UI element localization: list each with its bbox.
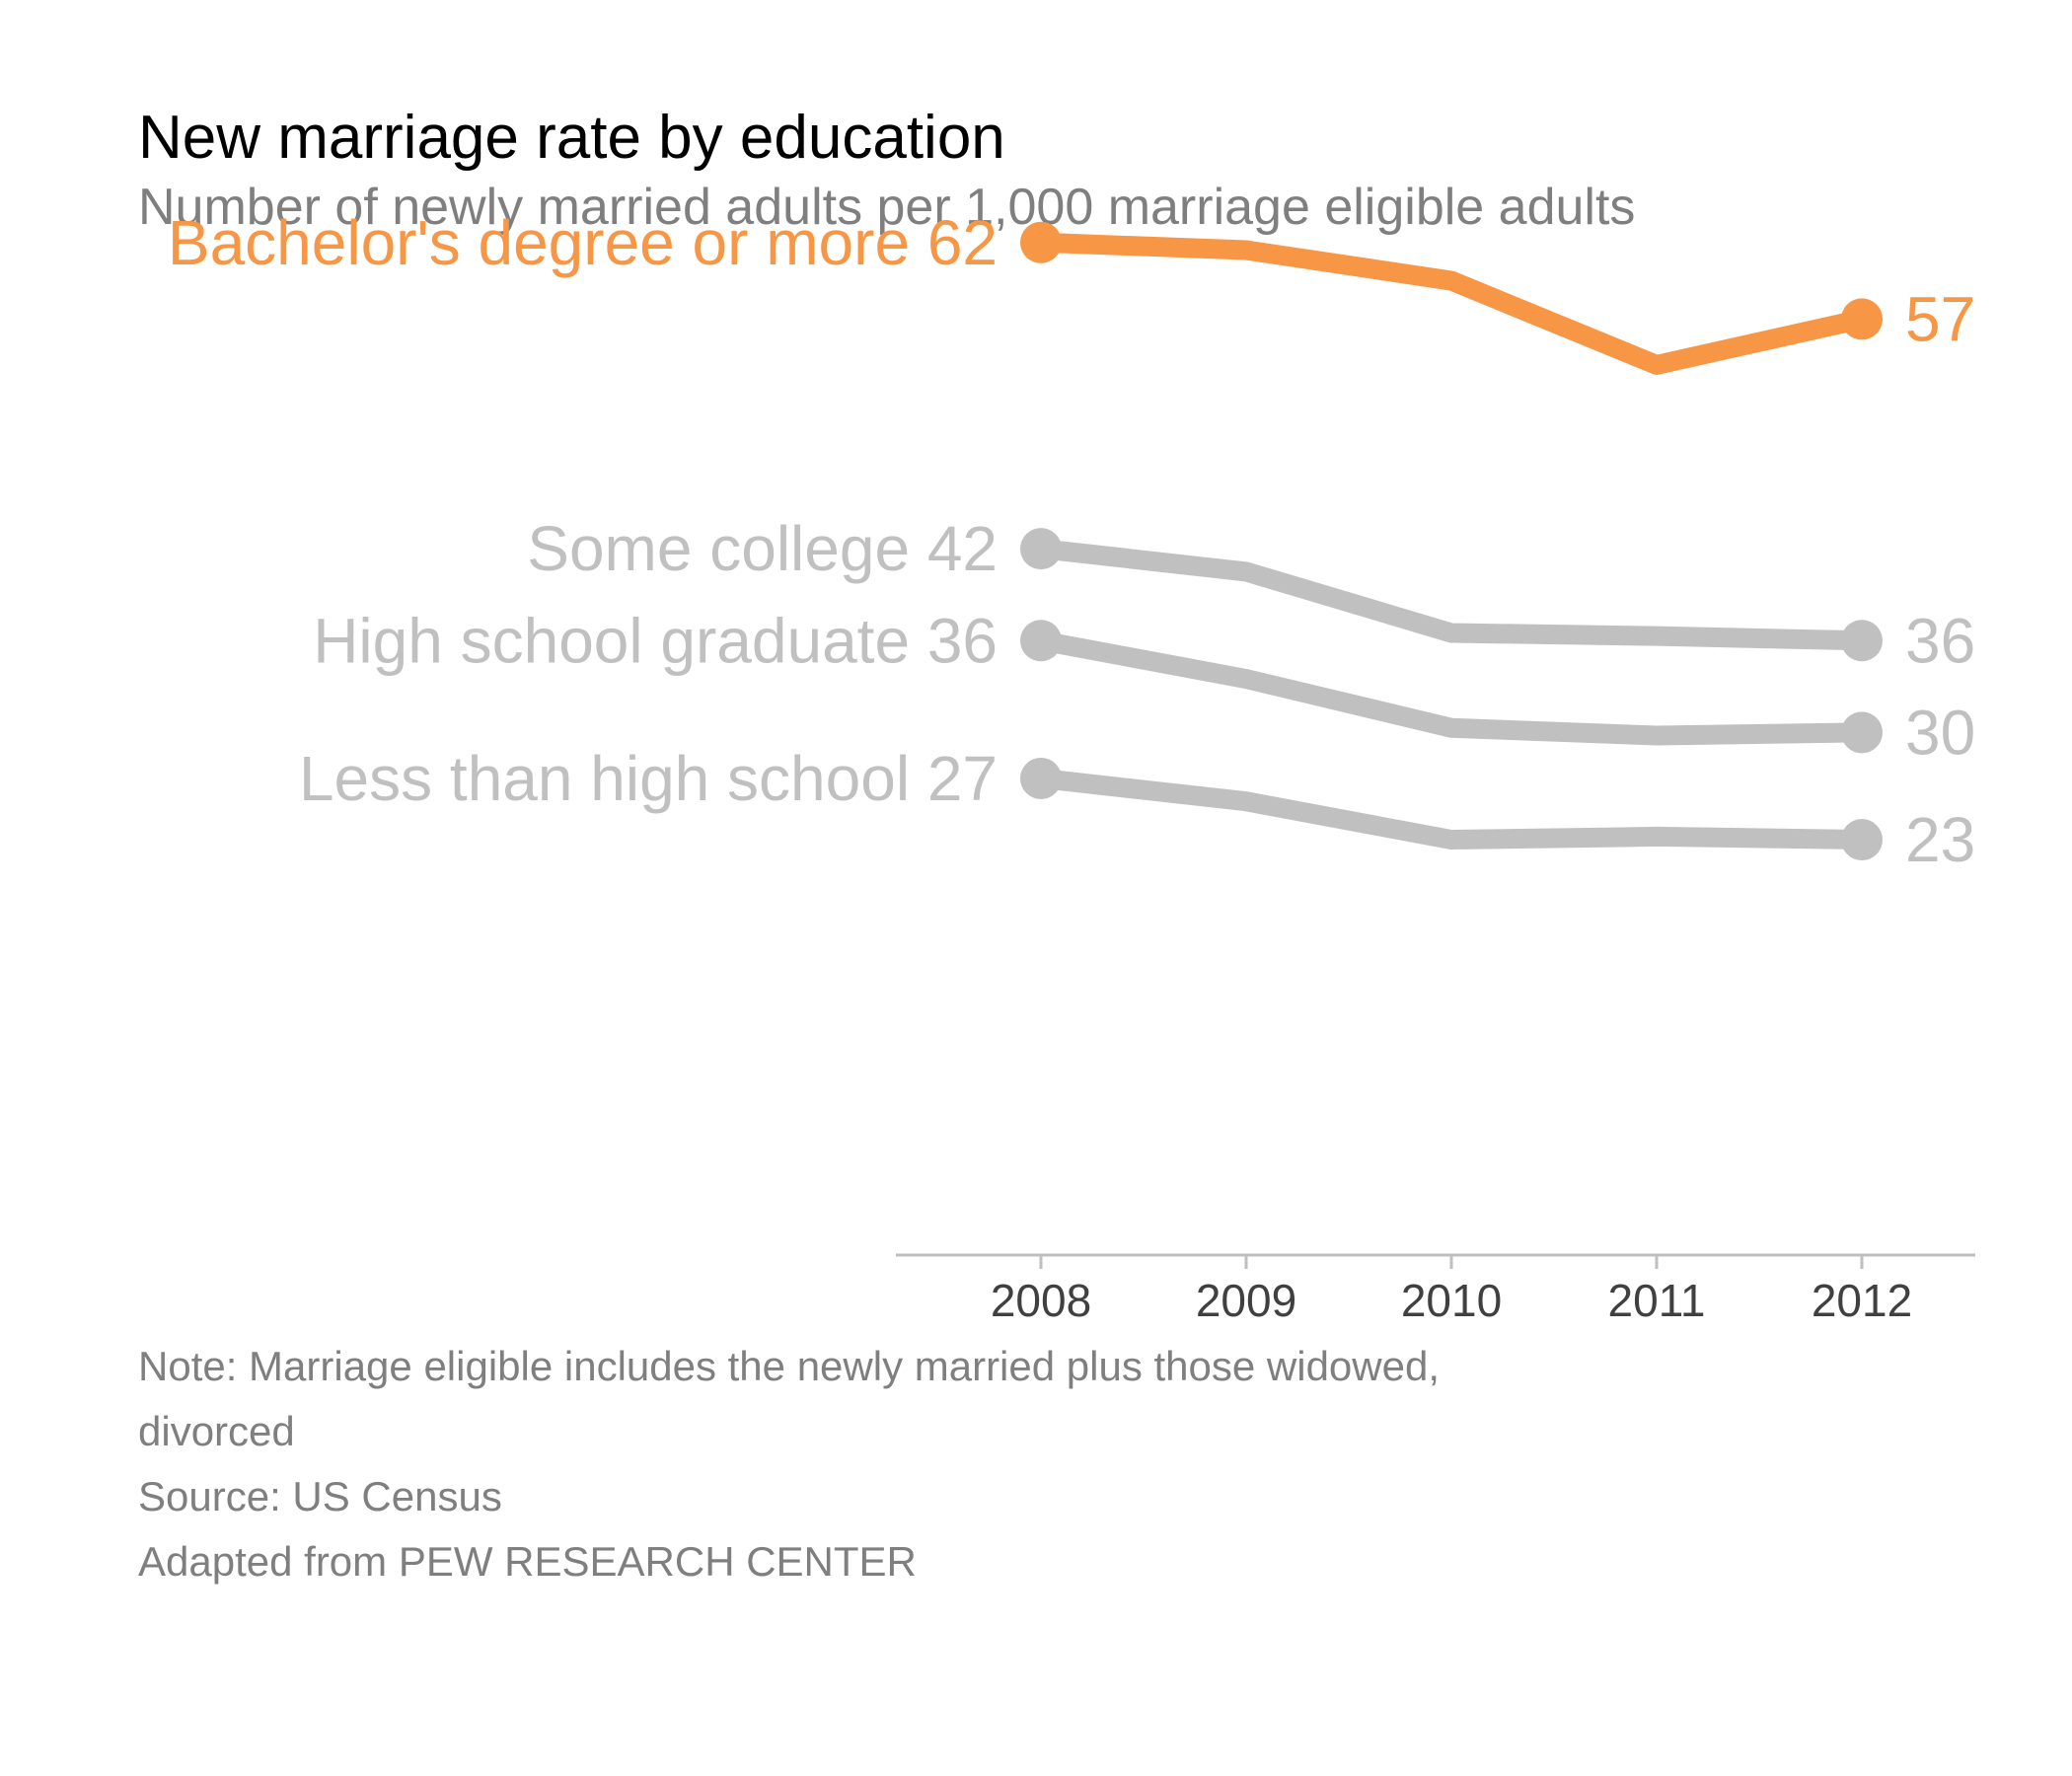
start-point-high-school-graduate [1020, 620, 1062, 662]
end-value-label-some-college: 36 [1905, 605, 1975, 676]
x-tick-label-2008: 2008 [991, 1275, 1091, 1326]
chart-subtitle: Number of newly married adults per 1,000… [138, 179, 1636, 236]
series-label-high-school-graduate: High school graduate 36 [313, 605, 998, 676]
x-tick-label-2010: 2010 [1401, 1275, 1502, 1326]
end-point-some-college [1841, 620, 1883, 662]
series-line-high-school-graduate [1031, 630, 1872, 746]
x-tick-label-2012: 2012 [1812, 1275, 1912, 1326]
end-point-high-school-graduate [1841, 711, 1883, 754]
series-some-college: Some college 42 36 [527, 513, 1975, 676]
series-bachelor-s-degree-or-more: Bachelor's degree or more 62 57 [168, 207, 1975, 375]
series-line-some-college [1031, 539, 1872, 651]
series-label-less-than-high-school: Less than high school 27 [299, 743, 998, 814]
note-text-line2: divorced [138, 1408, 295, 1454]
start-point-less-than-high-school [1020, 757, 1062, 799]
x-tick-label-2011: 2011 [1608, 1275, 1706, 1326]
attribution-text: Adapted from PEW RESEARCH CENTER [138, 1538, 917, 1585]
series-line-less-than-high-school [1031, 768, 1872, 851]
end-point-bachelor-s-degree-or-more [1841, 298, 1883, 340]
end-value-label-less-than-high-school: 23 [1905, 804, 1975, 875]
end-point-less-than-high-school [1841, 819, 1883, 861]
start-point-some-college [1020, 528, 1062, 570]
series-label-some-college: Some college 42 [527, 513, 998, 584]
x-axis: 2008 2009 2010 2011 2012 [896, 1253, 1975, 1326]
chart-title: New marriage rate by education [138, 104, 1005, 172]
series-high-school-graduate: High school graduate 36 30 [313, 605, 1975, 768]
note-text-line1: Note: Marriage eligible includes the new… [138, 1343, 1441, 1389]
series-label-bachelor-s-degree-or-more: Bachelor's degree or more 62 [168, 207, 998, 278]
series-less-than-high-school: Less than high school 27 23 [299, 743, 1975, 875]
x-tick-label-2009: 2009 [1196, 1275, 1296, 1326]
end-value-label-high-school-graduate: 30 [1905, 697, 1975, 768]
start-point-bachelor-s-degree-or-more [1020, 221, 1062, 263]
chart-notes: Note: Marriage eligible includes the new… [138, 1334, 1440, 1594]
end-value-label-bachelor-s-degree-or-more: 57 [1905, 283, 1975, 354]
series-line-bachelor-s-degree-or-more [1031, 232, 1872, 375]
source-text: Source: US Census [138, 1473, 502, 1519]
